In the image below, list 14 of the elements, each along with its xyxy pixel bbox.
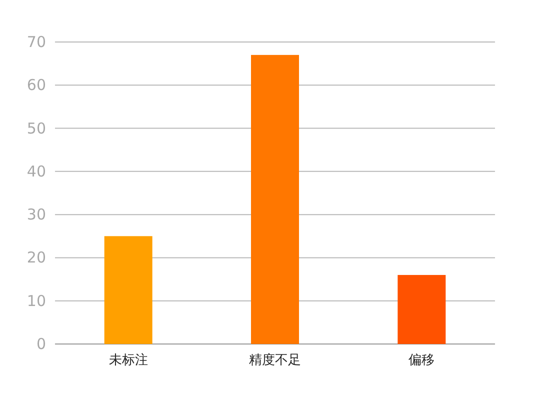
x-tick-label: 偏移 — [408, 353, 435, 368]
x-tick-label: 未标注 — [108, 353, 148, 368]
y-tick-label: 0 — [36, 335, 46, 353]
bar — [251, 54, 299, 344]
y-tick-label: 20 — [26, 248, 46, 267]
bar — [104, 236, 152, 344]
bar — [398, 274, 446, 344]
y-tick-label: 50 — [26, 119, 46, 138]
y-tick-label: 10 — [26, 292, 46, 310]
y-tick-label: 40 — [26, 162, 46, 180]
y-tick-label: 30 — [26, 206, 46, 224]
x-tick-label: 精度不足 — [249, 352, 301, 368]
y-tick-label: 60 — [26, 76, 46, 94]
y-tick-label: 70 — [26, 33, 46, 51]
